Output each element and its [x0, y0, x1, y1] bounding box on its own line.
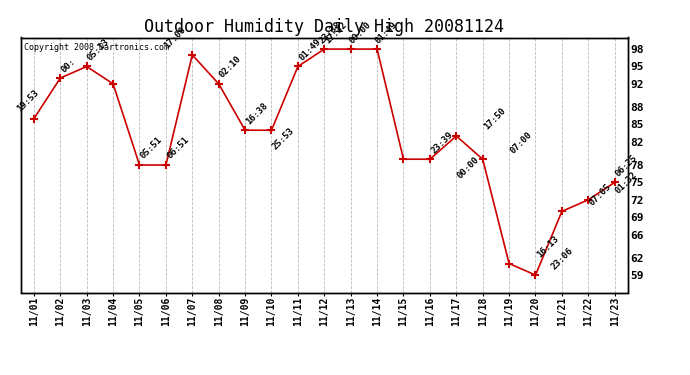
- Text: 05:51: 05:51: [139, 135, 164, 161]
- Text: 19:53: 19:53: [15, 88, 41, 113]
- Text: 23:38: 23:38: [318, 20, 344, 45]
- Text: 07:00: 07:00: [509, 130, 533, 155]
- Text: 16:13: 16:13: [535, 234, 560, 260]
- Text: 02:10: 02:10: [218, 54, 244, 80]
- Text: 00:00: 00:00: [455, 155, 481, 180]
- Text: 17:00: 17:00: [162, 26, 188, 51]
- Text: 01:49: 01:49: [297, 37, 322, 62]
- Text: 06:51: 06:51: [165, 135, 190, 161]
- Text: Copyright 2008 Dartronics.com: Copyright 2008 Dartronics.com: [23, 43, 169, 52]
- Text: 05:13: 05:13: [86, 37, 111, 62]
- Text: 01:32: 01:32: [614, 170, 639, 196]
- Text: 17:32: 17:32: [324, 20, 349, 45]
- Text: 07:05: 07:05: [587, 182, 613, 207]
- Title: Outdoor Humidity Daily High 20081124: Outdoor Humidity Daily High 20081124: [144, 18, 504, 36]
- Text: 23:06: 23:06: [550, 246, 575, 271]
- Text: 01:49: 01:49: [373, 20, 399, 45]
- Text: 25:53: 25:53: [270, 126, 296, 151]
- Text: 00:: 00:: [59, 56, 77, 74]
- Text: 16:38: 16:38: [244, 101, 270, 126]
- Text: 06:25: 06:25: [614, 153, 639, 178]
- Text: 23:39: 23:39: [429, 130, 455, 155]
- Text: 17:50: 17:50: [482, 106, 507, 132]
- Text: 00:00: 00:00: [347, 20, 373, 45]
